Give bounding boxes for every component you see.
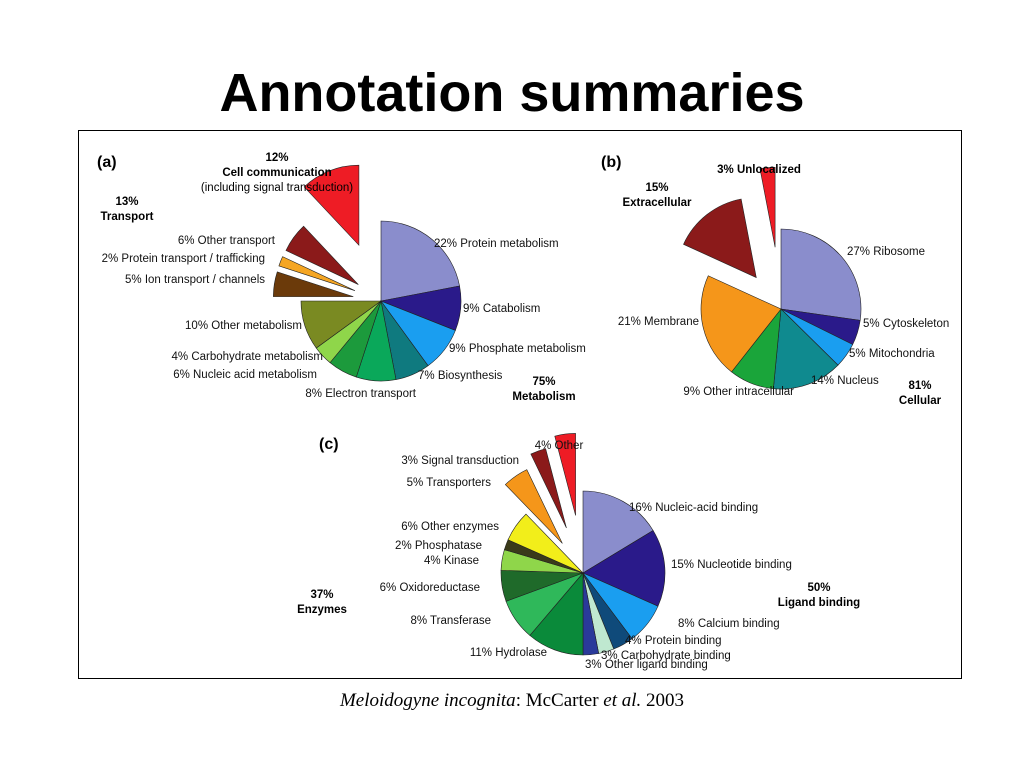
- slice-label: 9% Other intracellular: [683, 386, 794, 398]
- slice-label: 3% Other ligand binding: [585, 659, 708, 671]
- slice-label: 14% Nucleus: [811, 375, 879, 387]
- slice-label: 5% Mitochondria: [849, 348, 935, 360]
- slice-label: 4% Protein binding: [625, 635, 722, 647]
- panel-label: (a): [97, 154, 117, 171]
- slice-label: 16% Nucleic-acid binding: [629, 502, 758, 514]
- pie-slice: [273, 271, 354, 297]
- group-name: Cell communication: [222, 167, 331, 179]
- slice-label: 9% Phosphate metabolism: [449, 343, 586, 355]
- slice-label: 3% Unlocalized: [717, 164, 801, 176]
- caption-authors: : McCarter: [515, 690, 604, 711]
- pie-slice: [504, 469, 563, 544]
- slice-label: 5% Cytoskeleton: [863, 318, 949, 330]
- pie-slice: [278, 256, 356, 291]
- slice-label: 8% Electron transport: [305, 388, 416, 400]
- pie-slice: [683, 198, 757, 279]
- slice-label: 3% Signal transduction: [401, 455, 519, 467]
- pie-slice: [554, 433, 576, 516]
- panel-label: (b): [601, 154, 621, 171]
- group-name: Enzymes: [297, 604, 347, 616]
- pie-slice: [773, 308, 839, 390]
- slice-label: 4% Carbohydrate metabolism: [172, 351, 324, 363]
- pie-slice: [285, 225, 359, 285]
- pie-slice: [380, 220, 460, 302]
- slice-label: 6% Oxidoreductase: [380, 582, 480, 594]
- slice-label: 27% Ribosome: [847, 246, 925, 258]
- pie-slice: [303, 164, 360, 246]
- group-percent: 15%: [645, 182, 668, 194]
- slice-label: 15% Nucleotide binding: [671, 559, 792, 571]
- slice-label: 6% Other transport: [178, 235, 276, 247]
- slice-label: 21% Membrane: [618, 316, 699, 328]
- slice-label: 8% Calcium binding: [678, 618, 780, 630]
- slice-label: 4% Other: [535, 440, 584, 452]
- pie-slice: [300, 300, 382, 349]
- pie-slice: [700, 275, 782, 373]
- group-name: Metabolism: [512, 391, 575, 403]
- group-percent: 13%: [115, 196, 138, 208]
- group-percent: 12%: [265, 152, 288, 164]
- slice-label: 5% Transporters: [407, 477, 492, 489]
- slice-label: 10% Other metabolism: [185, 320, 302, 332]
- group-percent: 37%: [310, 589, 333, 601]
- slice-label: 5% Ion transport / channels: [125, 274, 265, 286]
- group-percent: 50%: [807, 582, 830, 594]
- slice-label: 6% Nucleic acid metabolism: [173, 369, 317, 381]
- slice-label: 9% Catabolism: [463, 303, 540, 315]
- group-name: Cellular: [899, 395, 942, 407]
- figure-caption: Meloidogyne incognita: McCarter et al. 2…: [0, 690, 1024, 712]
- pie-slice: [530, 448, 567, 529]
- group-name: Extracellular: [622, 197, 692, 209]
- caption-etal: et al.: [603, 690, 642, 711]
- slide-title: Annotation summaries: [219, 63, 805, 123]
- slice-label: 2% Phosphatase: [395, 540, 482, 552]
- slice-label: 8% Transferase: [410, 615, 491, 627]
- group-percent: 81%: [908, 380, 931, 392]
- slice-label: 2% Protein transport / trafficking: [102, 253, 265, 265]
- pie-slice: [759, 166, 776, 248]
- panel-label: (c): [319, 436, 339, 453]
- group-name: Transport: [100, 211, 153, 223]
- group-subtitle: (including signal transduction): [201, 182, 353, 194]
- slice-label: 11% Hydrolase: [470, 647, 547, 659]
- pie-slice: [780, 228, 862, 321]
- slice-label: 3% Carbohydrate binding: [601, 650, 731, 662]
- figure-panel: 22% Protein metabolism 9% Catabolism 9% Ph…: [78, 130, 962, 679]
- slice-label: 4% Kinase: [424, 555, 479, 567]
- pie-slice: [582, 490, 654, 574]
- slice-label: 22% Protein metabolism: [434, 238, 559, 250]
- pie-charts-figure: 22% Protein metabolism 9% Catabolism 9% Ph…: [97, 152, 949, 671]
- slice-label: 6% Other enzymes: [401, 521, 499, 533]
- pie-slice: [507, 513, 584, 574]
- group-percent: 75%: [532, 376, 555, 388]
- group-name: Ligand binding: [778, 597, 860, 609]
- caption-species: Meloidogyne incognita: [339, 690, 516, 711]
- pie-slice: [582, 530, 666, 607]
- caption-year: 2003: [641, 690, 685, 711]
- slice-label: 7% Biosynthesis: [418, 370, 503, 382]
